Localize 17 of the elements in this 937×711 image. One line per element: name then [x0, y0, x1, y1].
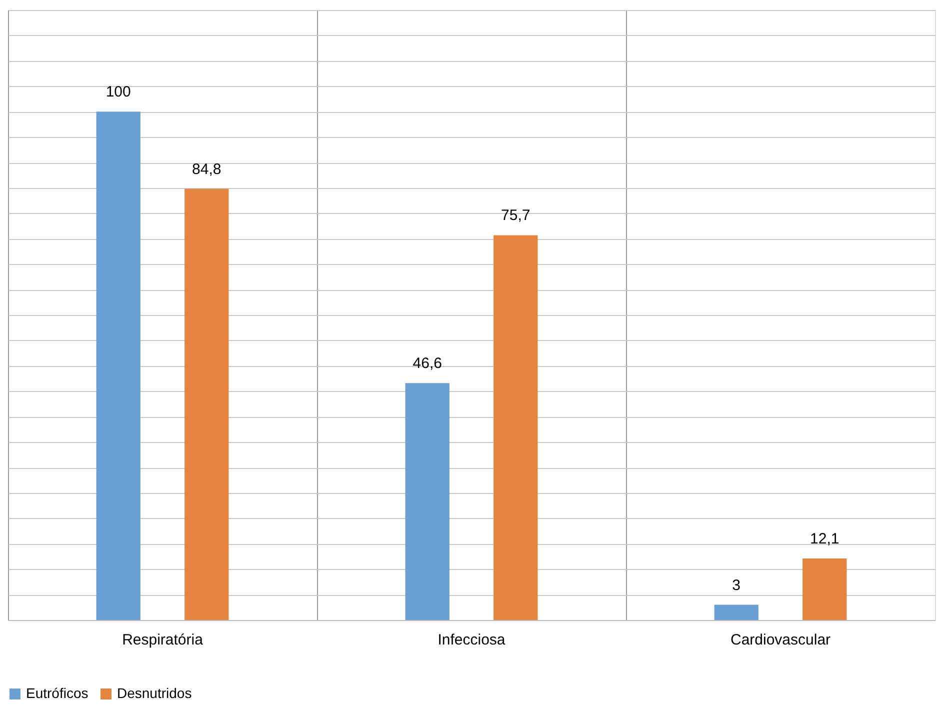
- data-label: 84,8: [192, 160, 222, 178]
- data-label: 46,6: [412, 355, 442, 372]
- x-tick-label: Cardiovascular: [730, 632, 831, 648]
- bar: [405, 383, 450, 620]
- bar: [714, 604, 758, 620]
- data-label: 12,1: [810, 530, 840, 548]
- x-tick-label: Respiratória: [122, 632, 204, 648]
- legend-label: Eutróficos: [26, 685, 88, 701]
- bar: [184, 188, 229, 620]
- x-tick-label: Infecciosa: [438, 632, 506, 648]
- bar: [494, 235, 538, 620]
- bar: [96, 112, 140, 620]
- data-label: 3: [732, 576, 741, 594]
- data-label: 75,7: [501, 207, 530, 224]
- legend-label: Desnutridos: [117, 685, 192, 701]
- data-label: 100: [106, 84, 131, 101]
- bar: [802, 558, 847, 620]
